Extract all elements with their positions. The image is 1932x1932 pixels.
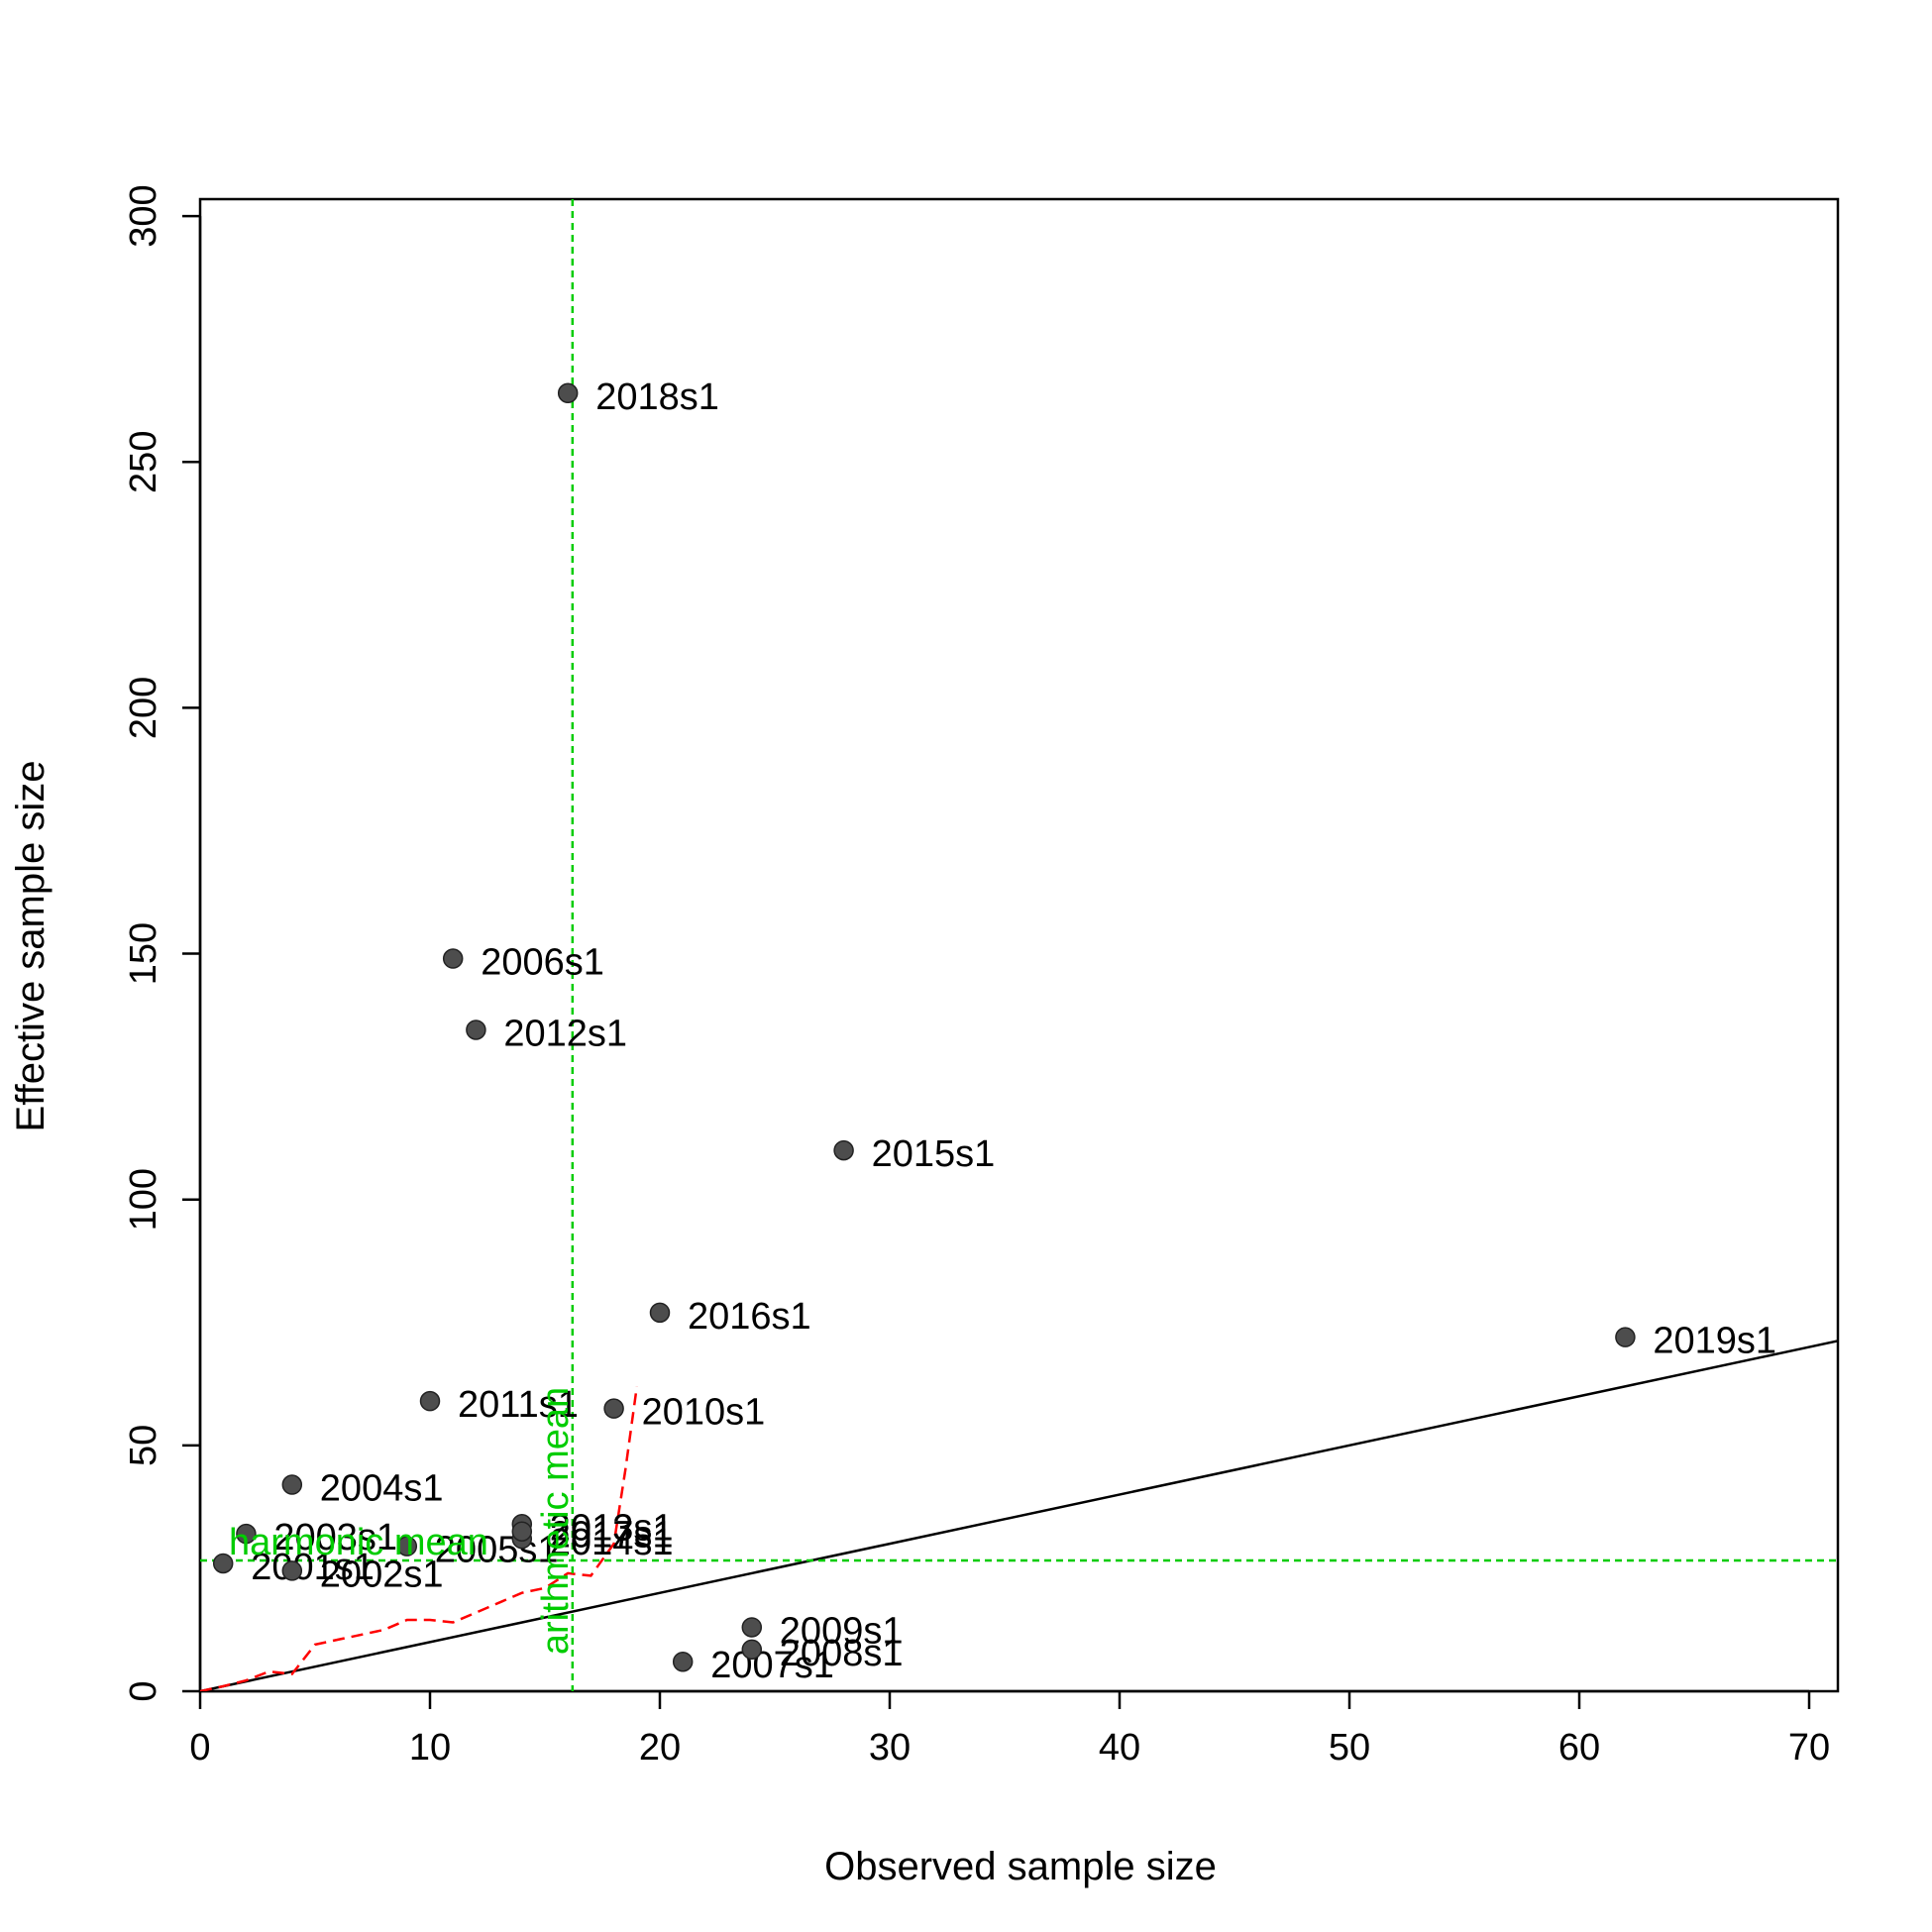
data-point-label: 2014s1 [550, 1522, 674, 1563]
y-tick-label: 50 [123, 1425, 164, 1466]
x-tick-label: 10 [409, 1727, 451, 1769]
plot-frame [198, 197, 1840, 1693]
data-point [833, 1139, 854, 1161]
smoother-line [200, 1386, 639, 1691]
plot-area: 0 10 20 30 40 50 60 700501001502002503002001s12… [123, 184, 1840, 1769]
data-point-label: 2009s1 [780, 1610, 904, 1652]
y-tick-label: 200 [123, 677, 164, 739]
data-point-label: 2013s1 [550, 1507, 674, 1549]
data-point [672, 1651, 694, 1672]
data-point-label: 2002s1 [320, 1554, 444, 1595]
x-tick-label: 20 [639, 1727, 681, 1769]
data-point-label: 2004s1 [320, 1468, 444, 1510]
data-point [396, 1536, 418, 1556]
data-point-label: 2019s1 [1653, 1321, 1776, 1362]
data-point-label: 2006s1 [481, 942, 604, 984]
data-point-label: 2007s1 [710, 1645, 834, 1686]
data-point [649, 1302, 671, 1324]
x-tick-label: 50 [1329, 1727, 1370, 1769]
y-axis: 0 50 100 150 200 250 300 [123, 184, 202, 1702]
data-point [212, 1553, 234, 1574]
identity-line [200, 1340, 1838, 1691]
data-point [281, 1474, 303, 1495]
y-tick-label: 100 [123, 1168, 164, 1231]
x-tick-label: 60 [1558, 1727, 1600, 1769]
data-point-label: 2018s1 [595, 376, 719, 418]
harmonic-mean-label: harmonic mean [229, 1522, 488, 1563]
data-point-label: 2005s1 [435, 1530, 559, 1571]
x-axis-label: Observed sample size [824, 1845, 1217, 1888]
x-tick-label: 70 [1788, 1727, 1830, 1769]
y-tick-label: 0 [123, 1680, 164, 1701]
data-point-label: 2017s1 [550, 1515, 674, 1556]
data-point-label: 2008s1 [780, 1633, 904, 1674]
data-point [741, 1639, 763, 1661]
data-point [557, 382, 579, 404]
data-point-label: 2016s1 [688, 1296, 811, 1338]
data-point [511, 1521, 533, 1542]
data-point [442, 948, 464, 969]
data-point [1615, 1327, 1636, 1347]
data-point-label: 2015s1 [872, 1133, 996, 1175]
data-point-label: 2012s1 [503, 1013, 627, 1054]
y-tick-label: 250 [123, 431, 164, 493]
x-tick-label: 30 [869, 1727, 911, 1769]
x-tick-label: 0 [189, 1727, 210, 1769]
data-point-label: 2001s1 [251, 1547, 375, 1588]
data-point [741, 1617, 763, 1638]
data-point [236, 1523, 257, 1545]
data-point-label: 2010s1 [642, 1392, 766, 1434]
data-point-label: 2011s1 [458, 1384, 579, 1426]
x-tick-label: 40 [1099, 1727, 1140, 1769]
y-tick-label: 300 [123, 184, 164, 247]
data-point [281, 1560, 303, 1581]
y-axis-label: Effective sample size [9, 761, 53, 1132]
y-tick-label: 150 [123, 922, 164, 985]
x-axis: 0 10 20 30 40 50 60 70 [189, 1689, 1830, 1769]
arithmetic-mean-label: arithmetic mean [535, 1387, 577, 1655]
data-point [419, 1390, 441, 1412]
data-point [603, 1398, 624, 1419]
data-point-label: 2003s1 [273, 1517, 397, 1558]
data-point [466, 1020, 486, 1040]
